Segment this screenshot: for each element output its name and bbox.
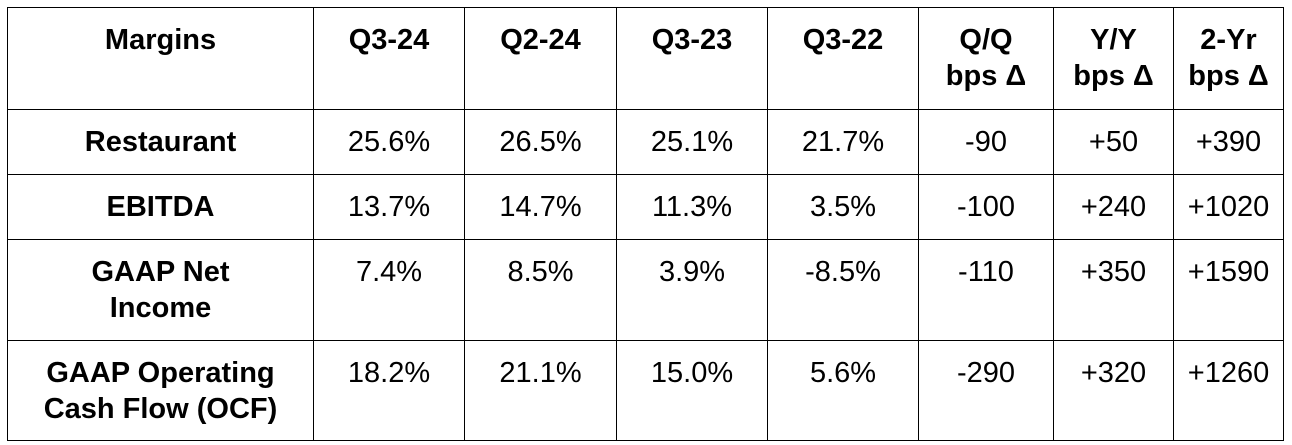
table-cell: 21.7% [767, 109, 919, 175]
header-q2-24: Q2-24 [464, 7, 617, 110]
row-label: GAAP Operating Cash Flow (OCF) [7, 340, 314, 441]
table-cell: +1260 [1173, 340, 1284, 441]
table-row: GAAP Net Income 7.4% 8.5% 3.9% -8.5% -11… [7, 239, 1284, 341]
row-label: GAAP Net Income [7, 239, 314, 341]
table-cell: -8.5% [767, 239, 919, 341]
table-cell: 15.0% [616, 340, 768, 441]
header-q3-24: Q3-24 [313, 7, 465, 110]
table-cell: 11.3% [616, 174, 768, 240]
table-cell: 26.5% [464, 109, 617, 175]
table-row: GAAP Operating Cash Flow (OCF) 18.2% 21.… [7, 340, 1284, 441]
table-cell: 14.7% [464, 174, 617, 240]
row-label: Restaurant [7, 109, 314, 175]
table-cell: 25.6% [313, 109, 465, 175]
header-yy-bps: Y/Y bps Δ [1053, 7, 1174, 110]
table-cell: 3.5% [767, 174, 919, 240]
table-cell: +50 [1053, 109, 1174, 175]
table-cell: 7.4% [313, 239, 465, 341]
header-margins: Margins [7, 7, 314, 110]
table-cell: 8.5% [464, 239, 617, 341]
table-row: Restaurant 25.6% 26.5% 25.1% 21.7% -90 +… [7, 109, 1284, 175]
table-cell: +240 [1053, 174, 1174, 240]
row-label: EBITDA [7, 174, 314, 240]
table-cell: +320 [1053, 340, 1174, 441]
table-cell: +390 [1173, 109, 1284, 175]
table-cell: 3.9% [616, 239, 768, 341]
header-row: Margins Q3-24 Q2-24 Q3-23 Q3-22 Q/Q bps … [7, 7, 1284, 110]
table-cell: 21.1% [464, 340, 617, 441]
table-cell: -290 [918, 340, 1054, 441]
table-cell: +1020 [1173, 174, 1284, 240]
table-cell: 18.2% [313, 340, 465, 441]
table-cell: +350 [1053, 239, 1174, 341]
table-cell: -90 [918, 109, 1054, 175]
table-cell: 25.1% [616, 109, 768, 175]
header-q3-23: Q3-23 [616, 7, 768, 110]
margins-table: Margins Q3-24 Q2-24 Q3-23 Q3-22 Q/Q bps … [7, 7, 1284, 441]
table-cell: -100 [918, 174, 1054, 240]
table-row: EBITDA 13.7% 14.7% 11.3% 3.5% -100 +240 … [7, 174, 1284, 240]
header-2yr-bps: 2-Yr bps Δ [1173, 7, 1284, 110]
table-cell: 13.7% [313, 174, 465, 240]
header-qq-bps: Q/Q bps Δ [918, 7, 1054, 110]
table-cell: 5.6% [767, 340, 919, 441]
table-cell: +1590 [1173, 239, 1284, 341]
table-cell: -110 [918, 239, 1054, 341]
header-q3-22: Q3-22 [767, 7, 919, 110]
